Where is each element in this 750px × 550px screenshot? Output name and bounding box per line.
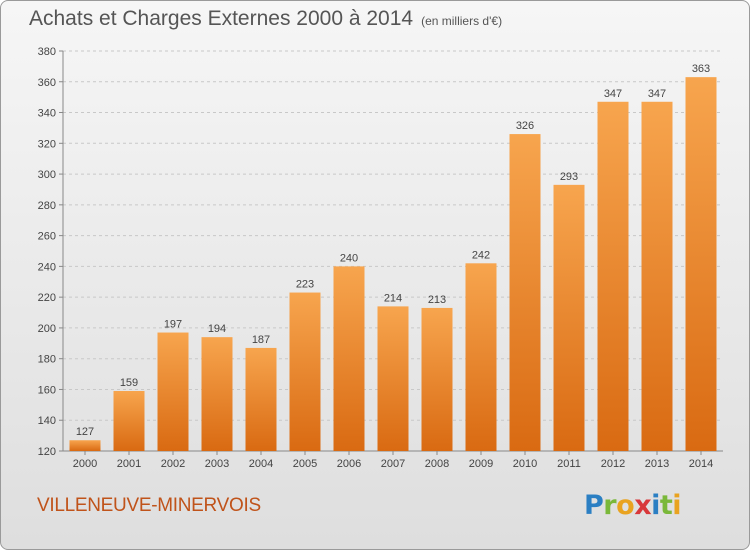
y-tick-label: 300 — [38, 169, 56, 181]
bar-value-label: 159 — [120, 377, 138, 389]
y-tick-label: 200 — [38, 323, 56, 335]
chart-title-text: Achats et Charges Externes 2000 à 2014 — [29, 7, 414, 30]
bar-value-label: 347 — [604, 88, 622, 100]
x-tick-label: 2004 — [249, 458, 273, 470]
x-tick-label: 2013 — [645, 458, 669, 470]
bar — [641, 101, 673, 452]
x-tick-label: 2006 — [337, 458, 361, 470]
x-tick-label: 2000 — [73, 458, 97, 470]
bar — [553, 184, 585, 451]
bar — [685, 77, 717, 452]
x-tick-label: 2014 — [689, 458, 713, 470]
bar — [509, 134, 541, 452]
x-tick-label: 2009 — [469, 458, 493, 470]
y-tick-label: 220 — [38, 292, 56, 304]
labels: 120 140 160 180 200 220 240 260 280 300 320 340 360 3… — [38, 46, 714, 470]
x-tick-label: 2011 — [557, 458, 581, 470]
bar-value-label: 293 — [560, 171, 578, 183]
bar — [333, 266, 365, 451]
chart-subtitle: (en milliers d'€) — [421, 14, 503, 28]
commune-name: VILLENEUVE-MINERVOIS — [37, 495, 261, 516]
bar — [597, 101, 629, 452]
x-tick-label: 2012 — [601, 458, 625, 470]
bars — [69, 77, 717, 452]
bar — [113, 391, 145, 451]
y-tick-label: 160 — [38, 384, 56, 396]
bar-value-label: 214 — [384, 292, 402, 304]
bar — [201, 337, 233, 451]
x-tick-label: 2005 — [293, 458, 317, 470]
x-tick-label: 2002 — [161, 458, 185, 470]
y-tick-label: 280 — [38, 200, 56, 212]
y-tick-label: 360 — [38, 77, 56, 89]
x-tick-label: 2008 — [425, 458, 449, 470]
x-tick-label: 2003 — [205, 458, 229, 470]
bar — [69, 440, 101, 451]
bar-value-label: 197 — [164, 319, 182, 331]
bar-value-label: 194 — [208, 323, 226, 335]
bar-value-label: 187 — [252, 334, 270, 346]
bar — [421, 307, 453, 451]
bar-value-label: 347 — [648, 88, 666, 100]
chart-title: Achats et Charges Externes 2000 à 2014 (e… — [29, 7, 502, 31]
bar-value-label: 223 — [296, 279, 314, 291]
x-tick-label: 2007 — [381, 458, 405, 470]
bar-value-label: 242 — [472, 249, 490, 261]
bar — [377, 306, 409, 451]
bar — [157, 332, 189, 451]
bar — [245, 347, 277, 451]
y-tick-label: 240 — [38, 261, 56, 273]
y-tick-label: 320 — [38, 138, 56, 150]
y-tick-label: 260 — [38, 231, 56, 243]
y-tick-label: 340 — [38, 108, 56, 120]
y-tick-label: 180 — [38, 354, 56, 366]
bar-value-label: 363 — [692, 63, 710, 75]
bar — [465, 263, 497, 451]
bar-value-label: 326 — [516, 120, 534, 132]
bar-value-label: 213 — [428, 294, 446, 306]
bar — [289, 292, 321, 451]
y-tick-label: 140 — [38, 415, 56, 427]
proxiti-logo[interactable]: Proxiti — [584, 490, 682, 521]
y-tick-label: 120 — [38, 446, 56, 458]
x-tick-label: 2001 — [117, 458, 141, 470]
x-tick-label: 2010 — [513, 458, 537, 470]
bar-value-label: 127 — [76, 426, 94, 438]
bar-value-label: 240 — [340, 252, 358, 264]
y-tick-label: 380 — [38, 46, 56, 58]
